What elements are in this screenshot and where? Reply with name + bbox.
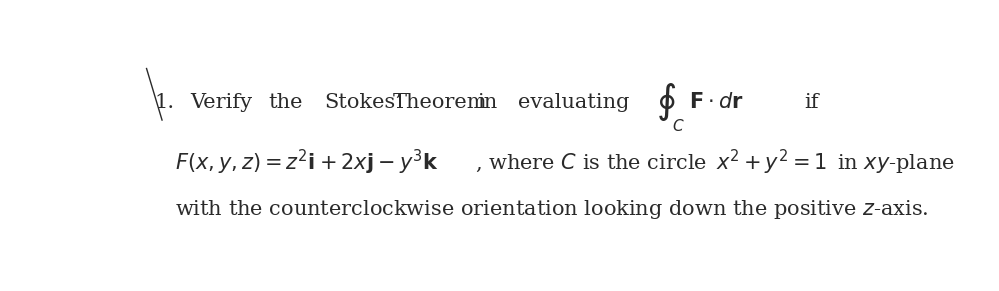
Text: , where $C$ is the circle $\,x^{2}+y^{2}=1\,$ in $xy$-plane: , where $C$ is the circle $\,x^{2}+y^{2}…: [475, 148, 955, 177]
Text: $F(x,y,z)=z^{2}\mathbf{i}+2x\mathbf{j}-y^{3}\mathbf{k}$: $F(x,y,z)=z^{2}\mathbf{i}+2x\mathbf{j}-y…: [175, 148, 439, 177]
Text: Verify: Verify: [191, 93, 253, 112]
Text: the: the: [268, 93, 303, 112]
Text: if: if: [804, 93, 819, 112]
Text: evaluating: evaluating: [518, 93, 629, 112]
Text: Stokes’: Stokes’: [324, 93, 402, 112]
Text: Theorem: Theorem: [393, 93, 488, 112]
Text: 1.: 1.: [154, 93, 175, 112]
Text: $\mathbf{F} \cdot d\mathbf{r}$: $\mathbf{F} \cdot d\mathbf{r}$: [688, 92, 743, 112]
Text: in: in: [478, 93, 498, 112]
Text: $C$: $C$: [672, 118, 685, 134]
Text: $\oint$: $\oint$: [656, 81, 676, 123]
Text: with the counterclockwise orientation looking down the positive $z$-axis.: with the counterclockwise orientation lo…: [175, 198, 929, 221]
